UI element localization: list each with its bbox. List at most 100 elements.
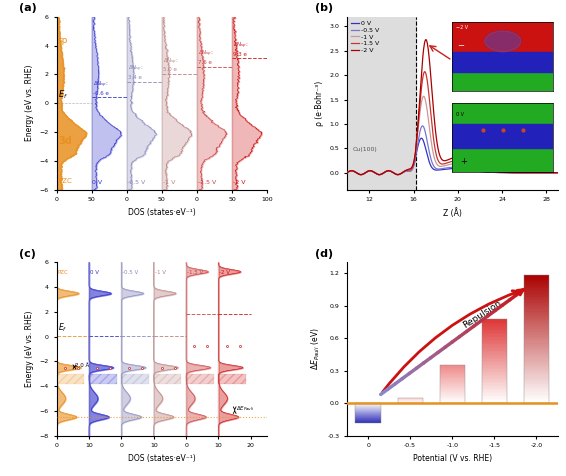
Bar	[440, 397, 465, 398]
Bar	[524, 384, 549, 386]
Bar	[524, 292, 549, 295]
Bar	[524, 395, 549, 397]
0 V	[376, 172, 383, 178]
Bar	[524, 376, 549, 377]
Bar	[524, 301, 549, 303]
Bar	[524, 380, 549, 382]
Bar	[524, 320, 549, 322]
Bar	[524, 328, 549, 331]
Bar	[524, 297, 549, 299]
Text: PZC: PZC	[58, 269, 68, 275]
Bar	[524, 352, 549, 354]
Bar	[440, 399, 465, 400]
Line: -1.5 V: -1.5 V	[347, 72, 558, 175]
Bar	[524, 331, 549, 333]
Text: ΔN$_{sp}$:
5.0 e: ΔN$_{sp}$: 5.0 e	[163, 57, 179, 72]
Text: (d): (d)	[315, 249, 333, 259]
Bar	[89, 374, 117, 384]
Bar	[482, 327, 507, 328]
Line: 0 V: 0 V	[347, 138, 558, 175]
Bar	[524, 377, 549, 380]
Bar	[524, 350, 549, 352]
Bar	[524, 386, 549, 388]
Bar	[482, 386, 507, 387]
Bar	[482, 396, 507, 397]
-2 V	[554, 170, 561, 176]
Bar	[440, 381, 465, 382]
Bar	[482, 399, 507, 400]
Bar	[482, 400, 507, 402]
-2 V	[525, 170, 532, 176]
Y-axis label: Energy (eV vs. RHE): Energy (eV vs. RHE)	[25, 311, 34, 387]
Bar	[440, 375, 465, 376]
Bar	[482, 371, 507, 372]
Bar	[524, 354, 549, 356]
Bar	[524, 382, 549, 384]
-0.5 V	[478, 168, 485, 174]
Bar	[482, 381, 507, 382]
Bar	[440, 365, 465, 403]
Bar	[482, 357, 507, 358]
Bar	[482, 352, 507, 354]
Bar	[524, 397, 549, 399]
Bar	[440, 383, 465, 384]
-1.5 V	[466, 160, 473, 166]
Bar	[482, 390, 507, 392]
Text: -2 V: -2 V	[233, 180, 245, 185]
-0.5 V	[504, 170, 511, 176]
Bar	[524, 295, 549, 297]
Bar	[440, 395, 465, 396]
-2 V	[504, 169, 511, 175]
Bar	[524, 369, 549, 371]
Bar	[482, 347, 507, 348]
Bar	[347, 17, 415, 190]
0 V	[504, 170, 511, 176]
-0.5 V	[554, 170, 561, 176]
Bar	[482, 337, 507, 338]
X-axis label: Z (Å): Z (Å)	[443, 208, 462, 218]
Bar	[218, 374, 246, 384]
Y-axis label: Energy (eV vs. RHE): Energy (eV vs. RHE)	[25, 65, 34, 141]
Bar	[440, 374, 465, 375]
Bar	[482, 367, 507, 368]
Bar	[482, 361, 507, 362]
Bar	[440, 390, 465, 391]
Bar	[524, 276, 549, 278]
Text: ΔN$_{sp}$:
-0.6 e: ΔN$_{sp}$: -0.6 e	[93, 79, 109, 96]
Bar	[482, 323, 507, 324]
Bar	[440, 369, 465, 370]
0 V	[357, 172, 363, 178]
Bar	[482, 354, 507, 355]
0 V	[554, 170, 561, 176]
-2 V	[376, 172, 383, 178]
Bar	[440, 379, 465, 380]
Bar	[524, 333, 549, 335]
Bar	[524, 309, 549, 312]
Bar	[482, 374, 507, 375]
Y-axis label: $\Delta E_{Pauli}$ (eV): $\Delta E_{Pauli}$ (eV)	[309, 327, 321, 370]
Text: -1 V: -1 V	[162, 180, 175, 185]
Bar	[524, 335, 549, 337]
Bar	[524, 337, 549, 339]
Text: 3d: 3d	[58, 136, 72, 146]
Bar	[482, 375, 507, 377]
Bar	[482, 355, 507, 357]
Bar	[121, 374, 149, 384]
-1 V	[357, 172, 363, 178]
Bar	[524, 312, 549, 314]
Bar	[524, 371, 549, 373]
Text: (b): (b)	[315, 3, 333, 13]
-2 V	[422, 37, 429, 42]
Text: -0.5 V: -0.5 V	[122, 269, 139, 275]
-1.5 V	[504, 169, 511, 175]
-1.5 V	[525, 170, 532, 176]
Bar	[482, 368, 507, 369]
Bar	[440, 371, 465, 372]
-1.5 V	[357, 172, 363, 178]
-1 V	[478, 167, 485, 173]
Text: $E_f$: $E_f$	[58, 321, 67, 334]
Bar	[440, 372, 465, 373]
Bar	[482, 385, 507, 386]
Bar	[524, 392, 549, 395]
Y-axis label: ρ (e·Bohr⁻³): ρ (e·Bohr⁻³)	[315, 80, 324, 126]
